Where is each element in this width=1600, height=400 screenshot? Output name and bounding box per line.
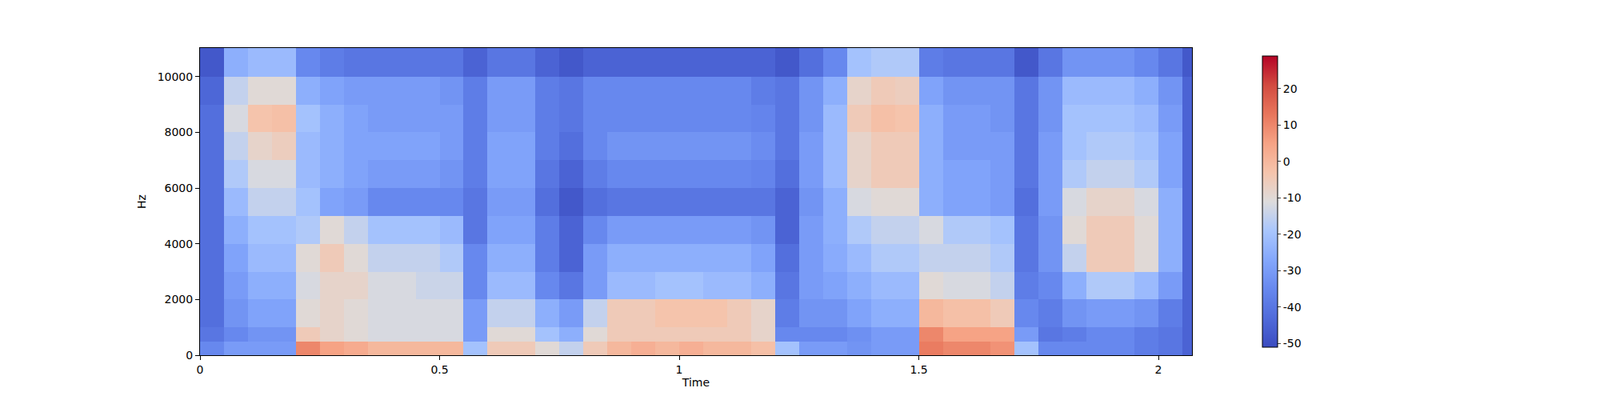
svg-text:1.5: 1.5 <box>909 363 928 376</box>
svg-text:2000: 2000 <box>164 292 194 306</box>
svg-text:Time: Time <box>681 376 710 389</box>
svg-text:20: 20 <box>1283 82 1298 96</box>
svg-text:-20: -20 <box>1283 228 1302 241</box>
svg-text:8000: 8000 <box>164 125 194 139</box>
svg-text:10000: 10000 <box>157 70 194 84</box>
svg-text:1: 1 <box>676 363 684 376</box>
svg-text:-50: -50 <box>1283 336 1302 350</box>
svg-text:-30: -30 <box>1283 264 1302 277</box>
svg-text:-40: -40 <box>1283 300 1302 314</box>
svg-text:0.5: 0.5 <box>430 363 448 376</box>
svg-text:0: 0 <box>1283 155 1291 168</box>
svg-text:-10: -10 <box>1283 191 1302 204</box>
svg-text:2: 2 <box>1155 363 1163 376</box>
svg-text:4000: 4000 <box>164 237 194 251</box>
svg-text:10: 10 <box>1283 118 1298 132</box>
svg-text:0: 0 <box>196 363 204 376</box>
svg-text:6000: 6000 <box>164 181 194 195</box>
svg-text:Hz: Hz <box>135 194 148 209</box>
svg-text:0: 0 <box>185 348 193 362</box>
